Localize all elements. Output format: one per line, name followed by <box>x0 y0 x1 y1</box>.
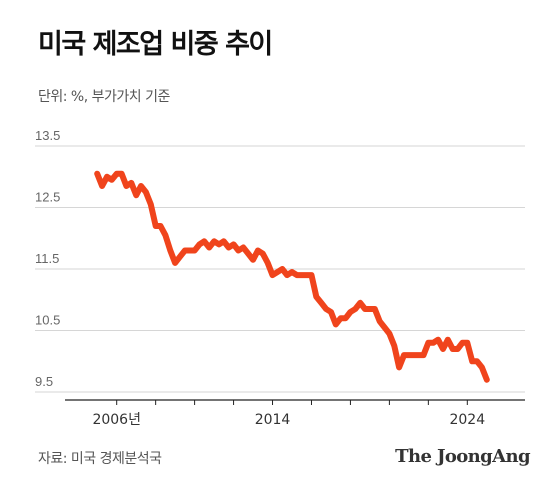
gridlines <box>35 145 525 393</box>
x-axis <box>65 399 525 405</box>
chart-title: 미국 제조업 비중 추이 <box>38 29 273 60</box>
x-tick-label: 2006년 <box>92 412 141 428</box>
source-note: 자료: 미국 경제분석국 <box>38 451 162 467</box>
x-tick-labels: 2006년 2014 2024 <box>92 412 485 428</box>
x-tick-label: 2024 <box>449 412 485 428</box>
unit-note: 단위: %, 부가가치 기준 <box>38 89 170 105</box>
y-tick-label: 9.5 <box>35 374 53 389</box>
y-tick-label: 12.5 <box>35 190 60 205</box>
y-tick-label: 11.5 <box>35 251 59 266</box>
y-tick-label: 10.5 <box>35 313 60 328</box>
y-tick-labels: 13.5 12.5 11.5 10.5 9.5 <box>35 128 60 389</box>
y-tick-label: 13.5 <box>35 128 60 143</box>
x-tick-label: 2014 <box>255 412 291 428</box>
series-layer <box>94 170 490 383</box>
series-line <box>94 170 490 383</box>
brand-logo: The JoongAng <box>395 446 530 467</box>
